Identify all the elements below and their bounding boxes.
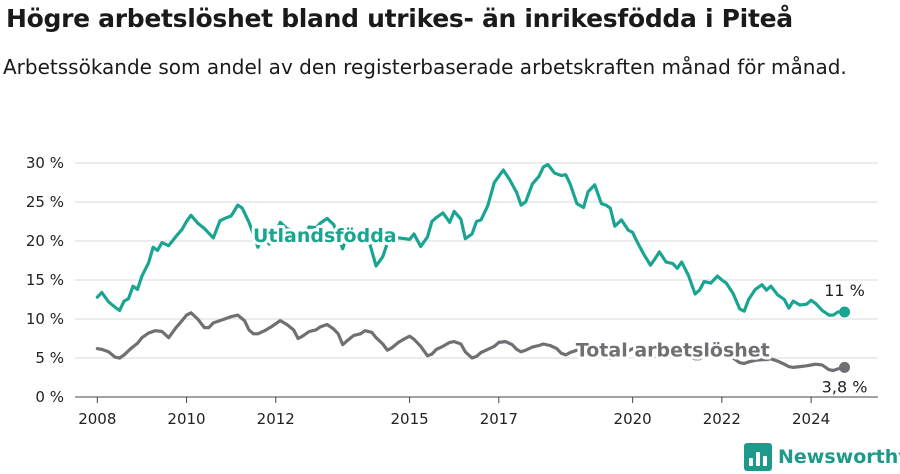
- x-tick-label: 2012: [257, 410, 295, 428]
- series-name-label: Total arbetslöshet: [576, 339, 770, 361]
- series-end-point: [839, 361, 851, 373]
- x-tick-label: 2015: [390, 410, 428, 428]
- series-end-label: 11 %: [824, 281, 865, 300]
- bar-chart-logo-icon: [744, 443, 772, 471]
- x-tick-label: 2017: [480, 410, 518, 428]
- series-line-1: [95, 311, 847, 373]
- page-title: Högre arbetslöshet bland utrikes- än inr…: [6, 4, 793, 33]
- y-tick-label: 0 %: [35, 388, 64, 406]
- y-tick-label: 25 %: [26, 193, 64, 211]
- y-tick-label: 5 %: [35, 349, 64, 367]
- y-axis: 0 % 5 % 10 % 15 % 20 % 25 % 30 %: [26, 154, 64, 406]
- x-tick-label: 2020: [614, 410, 652, 428]
- series-lines: [95, 163, 851, 373]
- y-tick-label: 20 %: [26, 232, 64, 250]
- brand-name: Newsworthy: [778, 446, 900, 468]
- series-end-point: [839, 306, 851, 318]
- y-tick-label: 30 %: [26, 154, 64, 172]
- page-subtitle: Arbetssökande som andel av den registerb…: [3, 55, 847, 79]
- x-tick-label: 2022: [703, 410, 741, 428]
- gridlines: [75, 162, 878, 398]
- y-tick-label: 10 %: [26, 310, 64, 328]
- x-tick-label: 2024: [792, 410, 830, 428]
- newsworthy-logo: Newsworthy: [744, 442, 900, 472]
- series-line-0: [95, 163, 847, 317]
- series-end-label: 3,8 %: [822, 377, 868, 396]
- x-tick-label: 2008: [78, 410, 116, 428]
- series-name-label: Utlandsfödda: [253, 225, 397, 247]
- x-tick-label: 2010: [167, 410, 205, 428]
- series-labels: 11 % 3,8 % Utlandsfödda Total arbetslöshet: [250, 222, 868, 397]
- y-tick-label: 15 %: [26, 271, 64, 289]
- x-axis: 2008 2010 2012 2015 2017 2020 2022 2024: [78, 397, 830, 428]
